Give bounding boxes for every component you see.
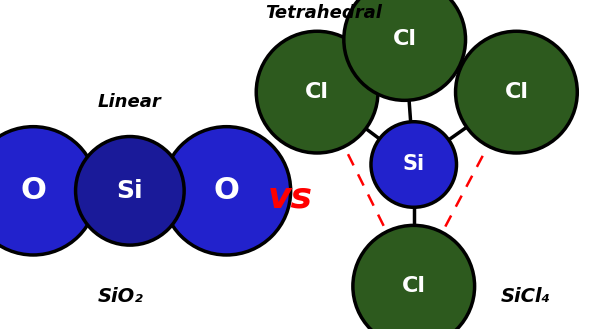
Ellipse shape (455, 31, 577, 153)
Ellipse shape (344, 0, 466, 100)
Text: SiCl₄: SiCl₄ (501, 287, 550, 306)
Ellipse shape (162, 127, 291, 255)
Text: Si: Si (403, 155, 425, 174)
Text: SiO₂: SiO₂ (98, 287, 144, 306)
Text: Cl: Cl (305, 82, 329, 102)
Text: Linear: Linear (98, 93, 162, 111)
Text: O: O (21, 176, 46, 205)
Ellipse shape (353, 225, 475, 329)
Ellipse shape (0, 127, 97, 255)
Text: vs: vs (268, 180, 312, 215)
Ellipse shape (256, 31, 378, 153)
Text: Cl: Cl (393, 30, 417, 49)
Text: O: O (214, 176, 239, 205)
Text: Si: Si (117, 179, 143, 203)
Text: Cl: Cl (504, 82, 528, 102)
Text: Tetrahedral: Tetrahedral (265, 4, 382, 22)
Ellipse shape (76, 137, 184, 245)
Text: Cl: Cl (402, 276, 426, 296)
Ellipse shape (371, 122, 457, 207)
